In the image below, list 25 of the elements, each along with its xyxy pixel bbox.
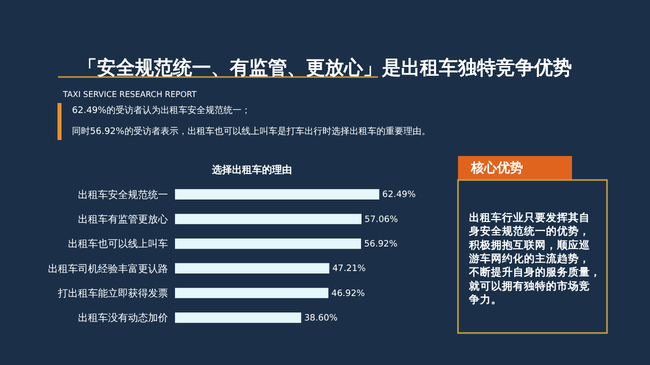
bar	[175, 263, 330, 274]
chart-subtitle: TAXI SERVICE RESEARCH REPORT	[62, 90, 197, 99]
text: 核心优势	[470, 160, 523, 176]
bar	[175, 238, 362, 249]
chart-title: 「安全规范统一、有监管、更放心」是出租车独特竞争优势	[78, 57, 572, 79]
bar	[175, 189, 380, 200]
text: 选择出租车的理由	[211, 164, 292, 176]
y-tick-label: 出租车有监管更放心	[78, 214, 168, 226]
y-tick-label: 出租车安全规范统一	[78, 188, 168, 201]
bar	[175, 214, 362, 224]
data-label: 62.49%	[382, 190, 416, 200]
y-tick-label: 出租车也可以线上叫车	[68, 238, 168, 250]
text: 62.49%的受访者认为出租车安全规范统一；	[72, 105, 250, 116]
data-label: 47.21%	[332, 264, 366, 274]
text: 出租车行业只要发挥其自身安全规范统一的优势，积极拥抱互联网，顺应巡游车网约化的主流趋势，不断提升自身的服务质量，就可以拥有独特的市场竞争力。	[468, 211, 601, 306]
y-tick-label: 打出租车能立即获得发票	[57, 288, 168, 300]
data-label: 46.92%	[331, 288, 365, 299]
data-label: 38.60%	[304, 313, 338, 324]
text: 同时56.92%的受访者表示，出租车也可以线上叫车是打车出行时选择出租车的重要理由。	[72, 126, 430, 137]
y-tick-label: 出租车司机经验丰富更认路	[48, 262, 168, 275]
data-label: 57.06%	[364, 214, 398, 225]
data-label: 56.92%	[364, 239, 398, 250]
bar	[175, 288, 328, 298]
y-tick-label: 出租车没有动态加价	[78, 312, 168, 324]
bar	[175, 312, 302, 323]
